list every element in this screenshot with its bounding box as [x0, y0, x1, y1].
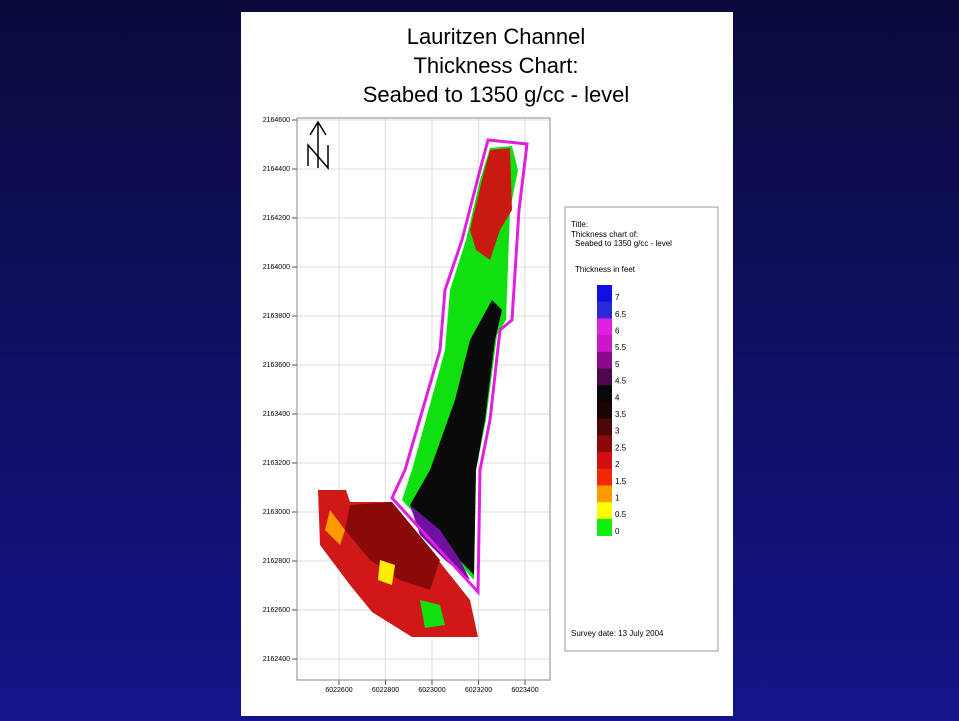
x-tick-label: 6023200: [465, 687, 492, 694]
y-tick-label: 2163800: [263, 313, 290, 320]
color-swatch: [597, 369, 612, 386]
color-swatch: [597, 385, 612, 402]
legend-line: Seabed to 1350 g/cc - level: [575, 239, 672, 248]
color-swatch: [597, 519, 612, 536]
color-swatch: [597, 485, 612, 502]
color-swatch: [597, 419, 612, 436]
y-tick-label: 2164200: [263, 215, 290, 222]
legend-label: 6.5: [615, 310, 627, 319]
y-tick-label: 2163400: [263, 411, 290, 418]
legend-label: 5.5: [615, 343, 627, 352]
color-swatch: [597, 502, 612, 519]
color-swatch: [597, 318, 612, 335]
y-tick-label: 2164000: [263, 264, 290, 271]
x-tick-label: 6022800: [372, 687, 399, 694]
legend-label: 3.5: [615, 410, 627, 419]
y-tick-label: 2162600: [263, 607, 290, 614]
y-tick-label: 2162800: [263, 558, 290, 565]
slide: Lauritzen Channel Thickness Chart: Seabe…: [0, 0, 959, 721]
color-swatch: [597, 435, 612, 452]
legend-label: 7: [615, 293, 620, 302]
survey-date: Survey date: 13 July 2004: [571, 629, 664, 638]
legend-label: 4: [615, 393, 620, 402]
legend-heading: Title:: [571, 220, 588, 229]
legend-label: 3: [615, 427, 620, 436]
y-tick-label: 2164600: [263, 117, 290, 124]
legend-label: 0.5: [615, 510, 627, 519]
legend-label: 5: [615, 360, 620, 369]
x-tick-label: 6023400: [511, 687, 538, 694]
legend-label: 6: [615, 327, 620, 336]
legend-label: 2: [615, 460, 620, 469]
page: Lauritzen Channel Thickness Chart: Seabe…: [0, 0, 959, 721]
title-line: Seabed to 1350 g/cc - level: [363, 82, 630, 107]
y-tick-label: 2163200: [263, 460, 290, 467]
y-tick-label: 2163000: [263, 509, 290, 516]
color-swatch: [597, 352, 612, 369]
legend-scale-title: Thickness in feet: [575, 265, 636, 274]
legend-label: 2.5: [615, 443, 627, 452]
legend-label: 4.5: [615, 377, 627, 386]
y-tick-label: 2162400: [263, 656, 290, 663]
title-line: Lauritzen Channel: [407, 24, 586, 49]
color-swatch: [597, 285, 612, 302]
color-swatch: [597, 402, 612, 419]
color-swatch: [597, 452, 612, 469]
legend-label: 1: [615, 494, 620, 503]
x-tick-label: 6022600: [325, 687, 352, 694]
y-tick-label: 2164400: [263, 166, 290, 173]
color-swatch: [597, 302, 612, 319]
color-swatch: [597, 469, 612, 486]
color-swatch: [597, 335, 612, 352]
legend-label: 1.5: [615, 477, 627, 486]
legend-line: Thickness chart of:: [571, 230, 638, 239]
legend-label: 0: [615, 527, 620, 536]
y-tick-label: 2163600: [263, 362, 290, 369]
x-tick-label: 6023000: [418, 687, 445, 694]
title-line: Thickness Chart:: [413, 53, 578, 78]
